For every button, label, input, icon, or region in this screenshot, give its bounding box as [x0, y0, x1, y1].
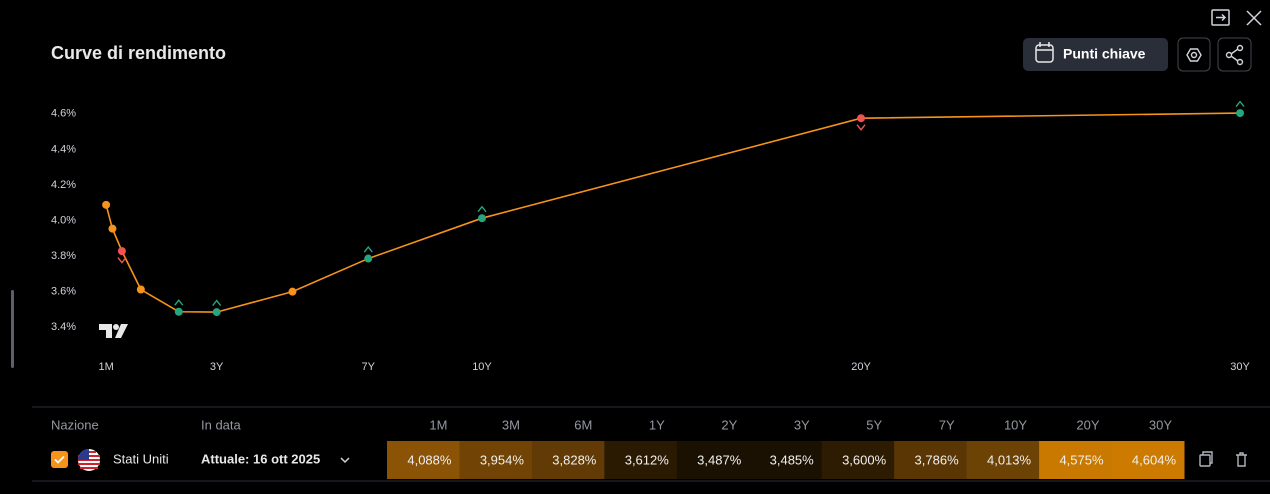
y-tick-label: 4.6% [51, 108, 76, 120]
header-country: Nazione [51, 417, 99, 432]
settings-button[interactable] [1177, 37, 1211, 72]
header-date: In data [201, 417, 242, 432]
point[interactable] [108, 224, 117, 233]
delete-icon[interactable] [1236, 452, 1247, 467]
y-tick-label: 3.4% [51, 321, 76, 333]
cell-bg [531, 441, 605, 479]
x-tick-label: 1M [98, 361, 113, 373]
logo [99, 324, 128, 338]
point[interactable] [117, 247, 126, 256]
key-points-label: Punti chiave [1063, 46, 1146, 62]
up-chevron [477, 205, 487, 213]
x-tick-label: 7Y [362, 361, 376, 373]
tenor-header: 10Y [1004, 417, 1027, 432]
tenor-header: 3M [502, 417, 520, 432]
yield-cell: 3,612% [625, 452, 670, 467]
up-chevron [174, 299, 184, 306]
point[interactable] [364, 254, 373, 263]
down-chevron [117, 257, 127, 264]
tenor-header: 5Y [866, 417, 882, 432]
checkmark [54, 455, 65, 464]
close-icon[interactable] [1246, 10, 1262, 26]
cell-bg [966, 441, 1040, 479]
tenor-header: 7Y [939, 417, 955, 432]
yield-cell: 4,575% [1059, 452, 1104, 467]
cell-bg [459, 441, 533, 479]
point[interactable] [477, 214, 486, 223]
scrollbar[interactable] [11, 290, 14, 368]
y-tick-label: 3.8% [51, 250, 76, 262]
settings-icon [1186, 48, 1202, 62]
cell-bg [604, 441, 678, 479]
point[interactable] [102, 200, 111, 209]
point[interactable] [174, 307, 183, 316]
tenor-header: 20Y [1076, 417, 1099, 432]
row-actions [1199, 451, 1247, 467]
point[interactable] [212, 308, 221, 317]
x-tick-label: 30Y [1230, 361, 1250, 373]
down-chevron [856, 124, 866, 131]
tenor-header: 6M [574, 417, 592, 432]
key-points-button[interactable] [1023, 38, 1168, 71]
settings-icon-dot [1190, 51, 1198, 59]
date-value: Attuale: 16 ott 2025 [201, 451, 320, 466]
tenor-header: 1Y [649, 417, 665, 432]
y-tick-label: 4.0% [51, 214, 76, 226]
tenor-header: 3Y [794, 417, 810, 432]
yield-cell: 4,013% [987, 452, 1032, 467]
copy-icon-back [1202, 451, 1213, 464]
cell-bg [1111, 441, 1185, 479]
share-icon [1225, 44, 1244, 66]
date-dropdown[interactable] [340, 457, 350, 464]
cell-bg [1039, 441, 1113, 479]
popout-icon[interactable] [1211, 9, 1230, 26]
tenor-header: 30Y [1149, 417, 1172, 432]
y-tick-label: 3.6% [51, 286, 76, 298]
cell-bg [894, 441, 968, 479]
x-tick-label: 20Y [851, 361, 871, 373]
tenor-header: 1M [429, 417, 447, 432]
yield-line [105, 112, 1241, 313]
x-tick-label: 10Y [472, 361, 492, 373]
share-button[interactable] [1217, 37, 1252, 72]
point[interactable] [1236, 109, 1245, 118]
cell-bg [387, 441, 460, 479]
flag-us [78, 449, 100, 471]
cell-bg [676, 441, 750, 479]
copy-icon[interactable] [1199, 454, 1211, 467]
window-controls [1211, 9, 1262, 26]
country-name: Stati Uniti [113, 451, 169, 466]
yield-cell: 3,828% [552, 452, 597, 467]
point[interactable] [857, 114, 866, 123]
tenor-header: 2Y [721, 417, 737, 432]
row-checkbox[interactable] [51, 451, 68, 468]
up-chevron [363, 245, 373, 253]
y-tick-label: 4.2% [51, 179, 76, 191]
yield-cell: 3,954% [480, 452, 525, 467]
yield-cell: 3,485% [770, 452, 815, 467]
yield-cell: 4,088% [407, 452, 452, 467]
yield-cell: 4,604% [1132, 452, 1177, 467]
yield-cell: 3,786% [915, 452, 960, 467]
popout-arrow [1216, 13, 1227, 22]
x-tick-label: 3Y [210, 361, 224, 373]
yield-cell: 3,487% [697, 452, 742, 467]
up-chevron [212, 299, 222, 307]
title: Curve di rendimento [51, 43, 226, 63]
point[interactable] [136, 285, 145, 294]
calendar-icon [1035, 42, 1054, 63]
cell-bg [749, 441, 823, 479]
up-chevron [1235, 100, 1245, 108]
cell-bg [821, 441, 895, 479]
yield-cell: 3,600% [842, 452, 887, 467]
point[interactable] [288, 287, 297, 296]
y-tick-label: 4.4% [51, 143, 76, 155]
